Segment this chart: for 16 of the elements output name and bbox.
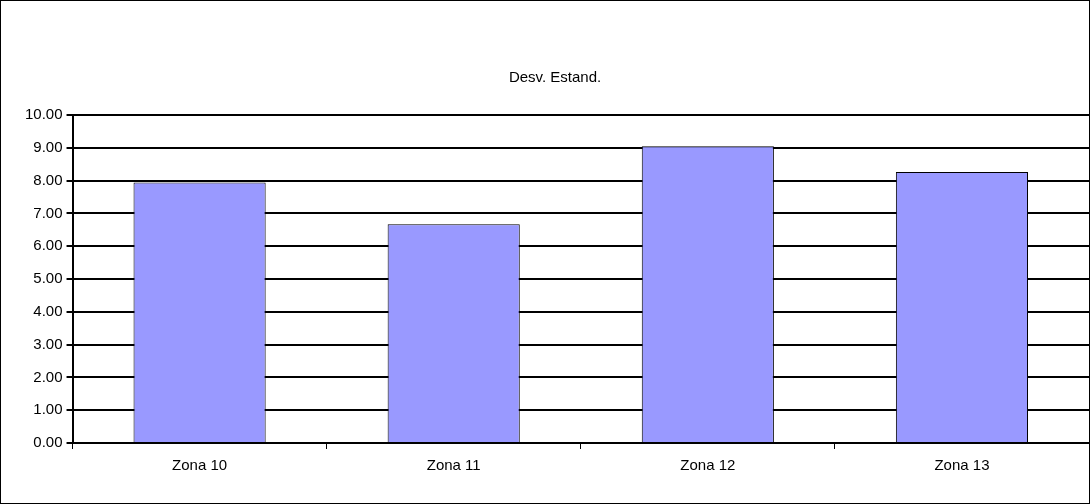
y-tick-label: 8.00	[33, 170, 63, 188]
y-tick-label: 5.00	[33, 269, 63, 287]
y-tick-label: 7.00	[33, 203, 63, 221]
x-tick-label: Zona 11	[426, 456, 481, 474]
y-tick-label: 2.00	[33, 367, 63, 385]
y-tick-label: 3.00	[33, 334, 63, 352]
y-tick-label: 10.00	[24, 105, 63, 123]
y-tick-label: 6.00	[33, 236, 63, 254]
x-tick-label: Zona 12	[680, 456, 736, 474]
x-tick-label: Zona 13	[934, 456, 990, 474]
y-tick-label: 0.00	[33, 433, 63, 451]
x-tick-label: Zona 10	[172, 456, 228, 474]
y-tick-label: 4.00	[33, 301, 63, 319]
y-tick-label: 1.00	[33, 400, 63, 418]
y-tick-label: 9.00	[33, 137, 63, 155]
chart-title: Desv. Estand.	[508, 68, 602, 86]
